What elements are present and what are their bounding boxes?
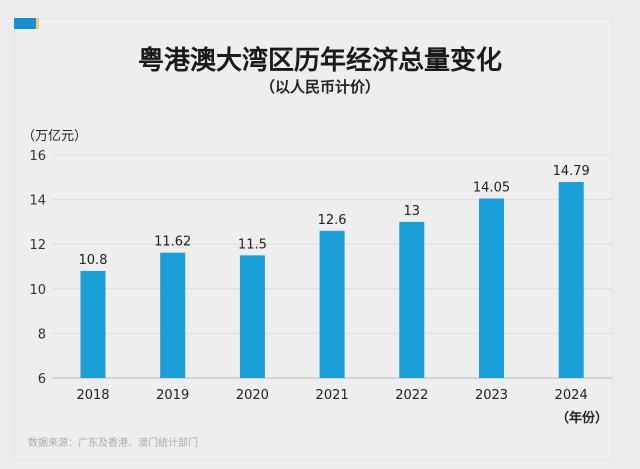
y-tick-label: 10 — [29, 283, 46, 298]
chart-subtitle: （以人民币计价） — [259, 78, 380, 96]
x-tick-label: 2024 — [555, 388, 588, 403]
y-tick-label: 14 — [29, 194, 46, 209]
corner-tag — [14, 18, 39, 29]
bar — [80, 270, 106, 378]
data-source: 数据来源：广东及香港、澳门统计部门 — [28, 438, 198, 449]
bar — [399, 221, 425, 378]
bar — [479, 198, 504, 378]
y-tick-label: 6 — [38, 372, 46, 387]
y-tick-label: 8 — [38, 327, 46, 342]
x-tick-label: 2019 — [156, 388, 189, 403]
data-label: 14.79 — [553, 164, 590, 179]
bar — [239, 255, 265, 378]
y-tick-label: 12 — [29, 238, 46, 253]
chart-card — [14, 18, 613, 460]
x-axis-unit: （年份） — [556, 411, 609, 426]
data-label: 11.62 — [154, 235, 191, 250]
bar — [160, 252, 186, 378]
data-label: 13 — [404, 204, 421, 219]
data-label: 10.8 — [79, 253, 108, 268]
y-axis-unit: （万亿元） — [22, 129, 88, 144]
bar — [558, 181, 584, 378]
x-tick-label: 2018 — [76, 388, 109, 403]
x-tick-label: 2020 — [236, 388, 269, 403]
x-tick-label: 2021 — [316, 388, 349, 403]
x-tick-label: 2022 — [395, 388, 428, 403]
data-label: 14.05 — [473, 180, 510, 195]
data-label: 12.6 — [318, 213, 347, 228]
bar — [319, 230, 345, 378]
chart-title: 粤港澳大湾区历年经济总量变化 — [137, 46, 502, 76]
y-tick-label: 16 — [29, 149, 46, 164]
x-tick-label: 2023 — [475, 388, 508, 403]
data-label: 11.5 — [238, 237, 267, 252]
